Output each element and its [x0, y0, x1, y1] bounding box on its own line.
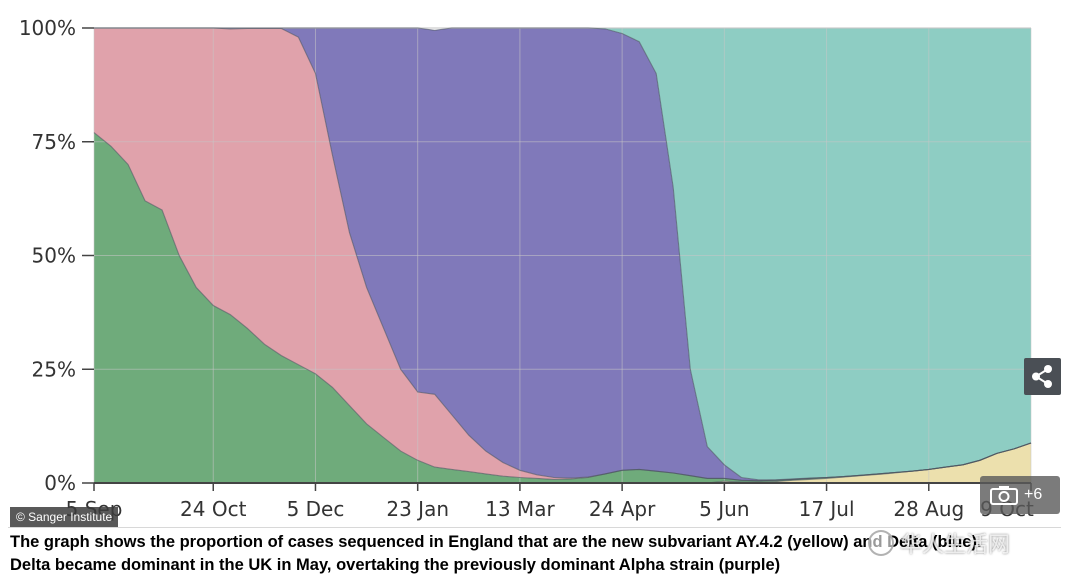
x-tick-label: 17 Jul [799, 497, 855, 521]
y-tick-label: 75% [32, 130, 76, 154]
area-series-2 [94, 28, 1031, 481]
share-button[interactable] [1024, 358, 1061, 395]
share-icon [1032, 365, 1052, 388]
caption-line-2: Delta became dominant in the UK in May, … [10, 556, 781, 574]
y-tick-label: 50% [32, 244, 76, 268]
area-series-1 [94, 132, 1031, 483]
x-tick-label: 5 Jun [699, 497, 749, 521]
y-tick-label: 0% [44, 471, 76, 495]
area-series-3 [94, 28, 1031, 481]
x-tick-label: 13 Mar [485, 497, 555, 521]
area-series-4 [94, 28, 1031, 480]
divider [8, 527, 1061, 528]
area-series-group [94, 28, 1031, 483]
x-tick-label: 28 Aug [893, 497, 964, 521]
gallery-count: +6 [1024, 486, 1043, 503]
camera-icon [990, 486, 1018, 505]
caption-line-1: The graph shows the proportion of cases … [10, 533, 982, 551]
watermark: 华人生活网 [868, 528, 1010, 558]
y-tick-label: 25% [32, 357, 76, 381]
watermark-text: 华人生活网 [900, 532, 1011, 557]
watermark-logo-icon [868, 530, 894, 556]
image-credit: © Sanger Institute [10, 507, 119, 527]
gallery-button[interactable]: +6 [980, 476, 1060, 514]
area-boundary-3 [94, 27, 1032, 481]
x-tick-label: 5 Dec [287, 497, 345, 521]
x-tick-label: 24 Oct [180, 497, 247, 521]
y-tick-label: 100% [19, 16, 76, 40]
x-tick-label: 24 Apr [589, 497, 656, 521]
y-axis: 0% 25% 50% 75% 100% [19, 16, 94, 495]
caption: The graph shows the proportion of cases … [10, 531, 1060, 577]
area-series-0 [94, 443, 1031, 483]
x-tick-label: 23 Jan [386, 497, 449, 521]
